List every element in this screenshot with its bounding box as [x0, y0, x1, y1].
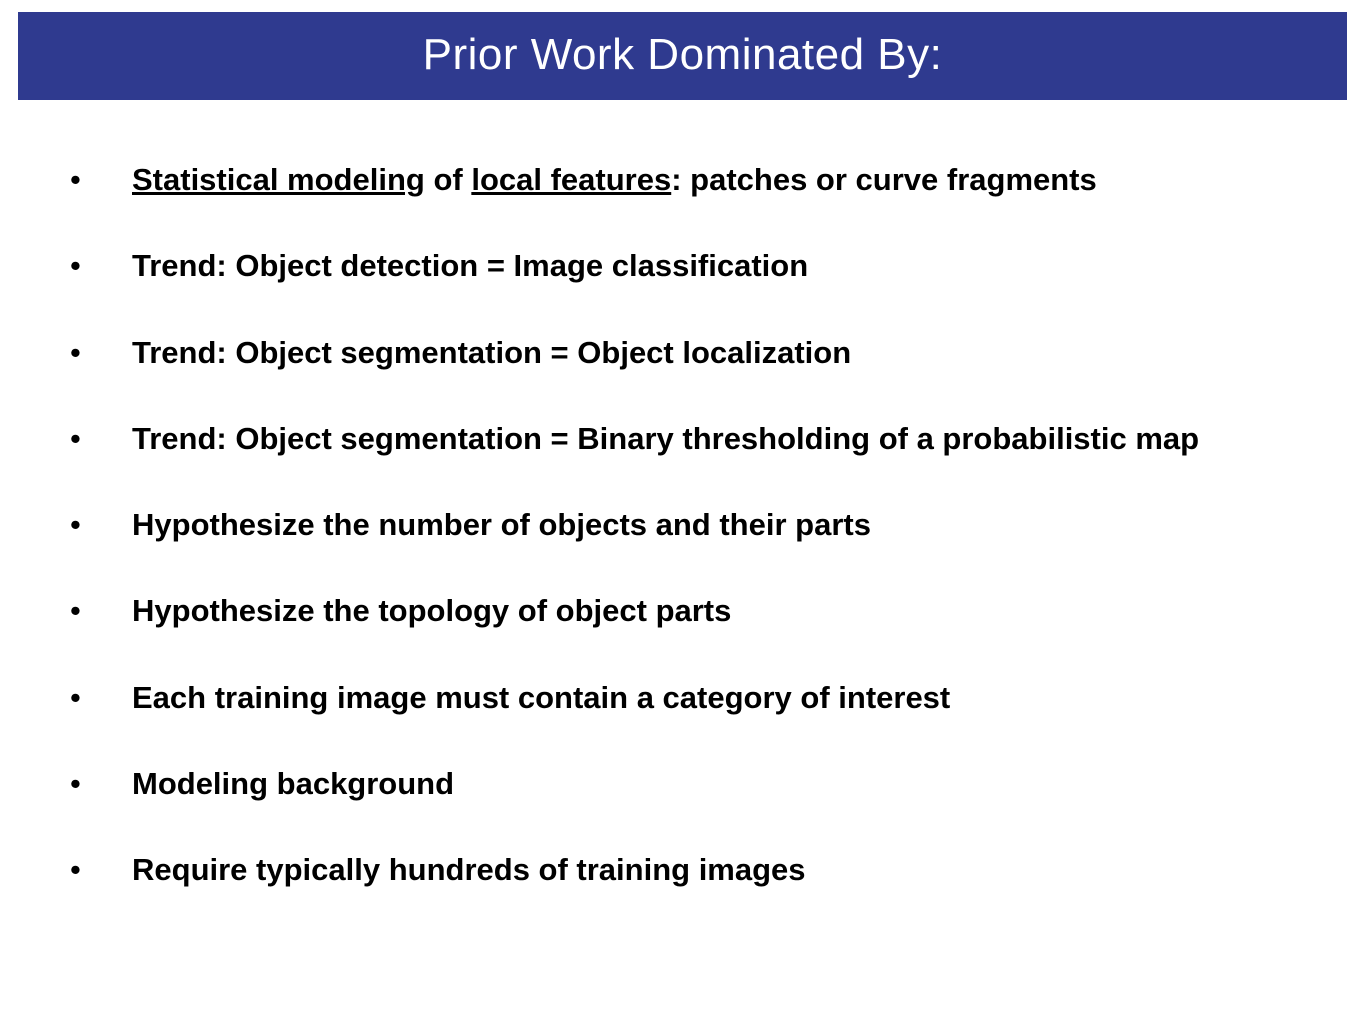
bullet-text: Each training image must contain a categ… — [132, 680, 950, 715]
bullet-text: Hypothesize the number of objects and th… — [132, 507, 871, 542]
bullet-text: Require typically hundreds of training i… — [132, 852, 806, 887]
bullet-list: Statistical modeling of local features: … — [40, 160, 1325, 891]
bullet-item-2: Trend: Object detection = Image classifi… — [40, 246, 1325, 286]
bullet-text: Modeling background — [132, 766, 454, 801]
bullet-text: Hypothesize the topology of object parts — [132, 593, 731, 628]
bullet-item-9: Require typically hundreds of training i… — [40, 850, 1325, 890]
bullet-text: Trend: Object detection = Image classifi… — [132, 248, 808, 283]
bullet-item-7: Each training image must contain a categ… — [40, 678, 1325, 718]
bullet-item-4: Trend: Object segmentation = Binary thre… — [40, 419, 1325, 459]
bullet-item-5: Hypothesize the number of objects and th… — [40, 505, 1325, 545]
bullet-text: Statistical modeling — [132, 162, 425, 197]
bullet-item-3: Trend: Object segmentation = Object loca… — [40, 333, 1325, 373]
bullet-text: Trend: Object segmentation = Object loca… — [132, 335, 851, 370]
slide: Prior Work Dominated By: Statistical mod… — [0, 12, 1365, 1036]
bullet-text: Trend: Object segmentation = Binary thre… — [132, 421, 1199, 456]
bullet-item-8: Modeling background — [40, 764, 1325, 804]
bullet-item-6: Hypothesize the topology of object parts — [40, 591, 1325, 631]
bullet-text: : patches or curve fragments — [671, 162, 1097, 197]
bullet-text: local features — [471, 162, 671, 197]
bullet-text: of — [425, 162, 472, 197]
bullet-item-1: Statistical modeling of local features: … — [40, 160, 1325, 200]
title-bar: Prior Work Dominated By: — [18, 12, 1347, 100]
